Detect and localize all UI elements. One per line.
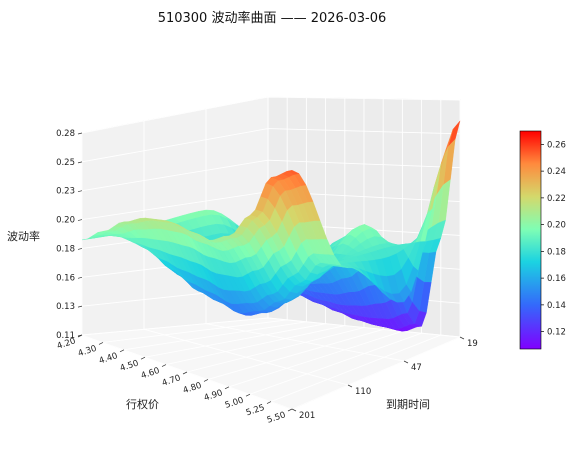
z-tick-mark bbox=[77, 132, 83, 135]
z-tick-label: 0.20 bbox=[56, 216, 75, 226]
strike-tick-mark bbox=[245, 393, 251, 397]
z-tick-mark bbox=[77, 276, 83, 279]
strike-tick-label: 4.80 bbox=[182, 381, 203, 396]
colorbar-tick-label: 0.12 bbox=[547, 328, 566, 338]
colorbar-ticks: 0.12 0.14 0.16 0.18 0.20 0.22 0.24 0.26 bbox=[541, 140, 566, 338]
y-axis-label: 到期时间 bbox=[386, 398, 430, 411]
strike-tick-label: 4.90 bbox=[203, 388, 224, 403]
strike-tick-mark bbox=[287, 408, 293, 412]
strike-tick-label: 4.60 bbox=[140, 366, 161, 381]
strike-tick-label: 5.00 bbox=[224, 396, 245, 411]
colorbar-tick-label: 0.24 bbox=[547, 167, 566, 177]
strike-tick-label: 4.70 bbox=[161, 373, 182, 388]
expiry-tick-label: 19 bbox=[467, 339, 478, 349]
chart-title: 510300 波动率曲面 —— 2026-03-06 bbox=[158, 10, 387, 26]
expiry-tick-label: 110 bbox=[355, 387, 371, 397]
z-tick-mark bbox=[77, 161, 83, 164]
z-tick-mark bbox=[77, 190, 83, 193]
strike-tick-mark bbox=[77, 334, 83, 338]
strike-tick-label: 5.50 bbox=[266, 410, 287, 425]
iv-surface bbox=[81, 120, 461, 332]
colorbar-gradient bbox=[519, 130, 542, 350]
strike-tick-mark bbox=[98, 342, 104, 345]
strike-tick-label: 5.25 bbox=[245, 403, 266, 418]
z-axis: 0.11 0.13 0.16 0.18 0.20 0.23 0.25 0.28 bbox=[56, 129, 83, 341]
expiry-gridline bbox=[267, 97, 461, 338]
colorbar-tick-label: 0.26 bbox=[547, 140, 566, 150]
strike-tick-mark bbox=[224, 386, 230, 390]
colorbar-tick-label: 0.18 bbox=[547, 247, 566, 257]
z-tick-label: 0.11 bbox=[56, 331, 75, 341]
x-axis-label: 行权价 bbox=[126, 398, 159, 411]
expiry-tick-mark bbox=[403, 360, 409, 364]
expiry-tick-mark bbox=[459, 336, 465, 340]
expiry-axis: 19 47 110 201 bbox=[291, 336, 478, 421]
strike-tick-label: 4.40 bbox=[98, 351, 119, 366]
z-tick-label: 0.23 bbox=[56, 187, 75, 197]
strike-tick-mark bbox=[203, 379, 209, 382]
strike-tick-mark bbox=[119, 349, 125, 353]
z-tick-label: 0.13 bbox=[56, 302, 75, 312]
surface-facet bbox=[81, 237, 96, 241]
colorbar-tick-label: 0.20 bbox=[547, 221, 566, 231]
strike-tick-label: 4.50 bbox=[119, 359, 140, 374]
z-tick-mark bbox=[77, 305, 83, 308]
z-tick-label: 0.18 bbox=[56, 244, 75, 254]
z-tick-mark bbox=[77, 248, 83, 250]
z-tick-mark bbox=[77, 219, 83, 221]
z-tick-label: 0.16 bbox=[56, 273, 75, 283]
colorbar-tick-label: 0.16 bbox=[547, 274, 566, 284]
expiry-gridline bbox=[205, 109, 405, 362]
strike-tick-mark bbox=[161, 364, 167, 367]
z-tick-label: 0.25 bbox=[56, 158, 75, 168]
z-axis-label: 波动率 bbox=[7, 229, 40, 243]
expiry-tick-mark bbox=[291, 408, 297, 412]
colorbar-tick-label: 0.14 bbox=[547, 301, 566, 311]
strike-tick-label: 4.30 bbox=[77, 344, 98, 359]
expiry-tick-label: 47 bbox=[411, 363, 422, 373]
strike-tick-mark bbox=[140, 356, 146, 360]
z-tick-label: 0.28 bbox=[56, 129, 75, 139]
expiry-tick-label: 201 bbox=[299, 411, 315, 421]
colorbar-tick-label: 0.22 bbox=[547, 194, 566, 204]
colorbar: 0.12 0.14 0.16 0.18 0.20 0.22 0.24 0.26 bbox=[519, 130, 566, 350]
strike-tick-mark bbox=[266, 401, 272, 404]
expiry-gridline bbox=[143, 121, 349, 386]
expiry-tick-mark bbox=[347, 384, 353, 388]
strike-tick-mark bbox=[182, 371, 188, 375]
